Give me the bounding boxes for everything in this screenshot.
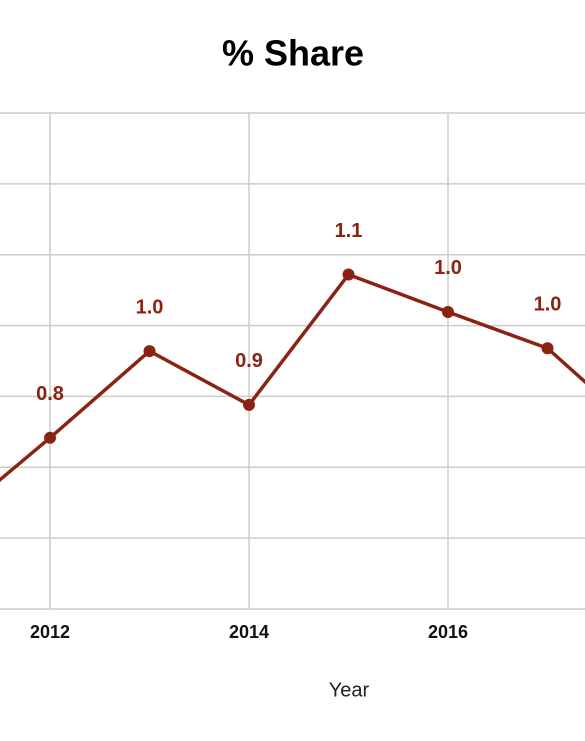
point (143, 345, 156, 358)
point (541, 342, 554, 355)
point (44, 431, 57, 444)
chart-title: % Share (222, 33, 364, 74)
data-label: 0.8 (36, 383, 64, 405)
line (0, 272, 585, 483)
data-label: 1.0 (136, 296, 164, 318)
x-tick-label: 2016 (428, 622, 468, 642)
data-label: 0.9 (235, 350, 263, 372)
point (243, 398, 256, 411)
x-axis-label: Year (329, 679, 370, 701)
data-label: 1.1 (335, 220, 363, 242)
x-tick-label: 2012 (30, 622, 70, 642)
data-label: 1.0 (534, 294, 562, 316)
data-label: 1.0 (434, 257, 462, 279)
x-tick-label: 2014 (229, 622, 269, 642)
point (342, 268, 355, 281)
point (442, 305, 455, 318)
